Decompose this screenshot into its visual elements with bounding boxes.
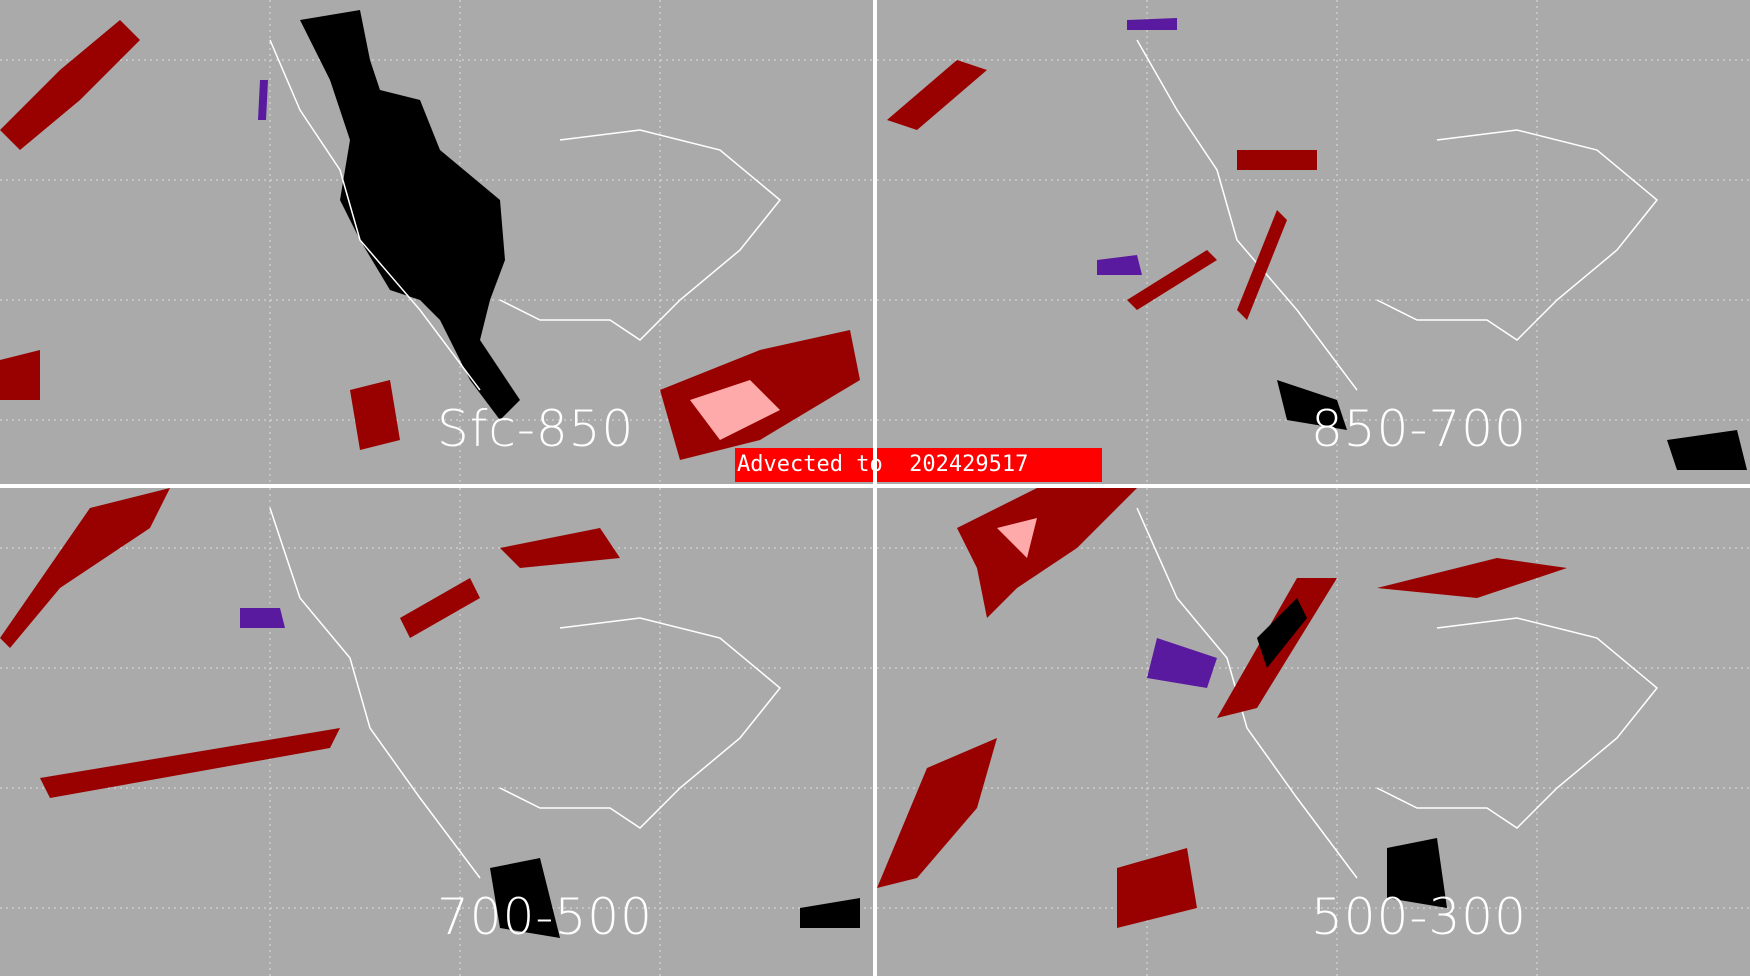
dark-red-region: [400, 578, 480, 638]
panel-label: 850-700: [1311, 400, 1527, 458]
purple-region: [1147, 638, 1217, 688]
map-850-700: [877, 0, 1750, 484]
pink-region: [997, 518, 1037, 558]
panel-sfc-850: Sfc-850: [0, 0, 873, 484]
black-region: [300, 10, 520, 420]
dark-red-region: [1237, 150, 1317, 170]
dark-red-region: [0, 20, 140, 150]
black-region: [1387, 838, 1447, 908]
purple-region: [240, 608, 285, 628]
black-region: [800, 898, 860, 928]
map-sfc-850: [0, 0, 873, 484]
dark-red-region: [500, 528, 620, 568]
vertical-divider: [873, 0, 877, 976]
panel-850-700: 850-700: [877, 0, 1750, 484]
coastline: [269, 39, 782, 391]
black-region: [1257, 598, 1307, 668]
map-700-500: [0, 488, 873, 976]
dark-red-region: [1237, 210, 1287, 320]
dark-red-region: [40, 728, 340, 798]
panel-700-500: 700-500: [0, 488, 873, 976]
coastline: [1136, 507, 1659, 879]
dark-red-region: [1127, 250, 1217, 310]
dark-red-region: [1117, 848, 1197, 928]
dark-red-region: [1377, 558, 1567, 598]
purple-region: [1097, 255, 1142, 275]
horizontal-divider: [0, 484, 1750, 488]
advected-banner: Advected to 202429517: [735, 448, 1102, 482]
panel-500-300: 500-300: [877, 488, 1750, 976]
dark-red-region: [0, 488, 170, 648]
panel-label: 700-500: [437, 888, 653, 946]
coastline: [269, 507, 782, 879]
purple-region: [258, 80, 268, 120]
dark-red-region: [877, 738, 997, 888]
grid-lines: [0, 488, 873, 976]
panel-label: Sfc-850: [437, 400, 635, 458]
map-500-300: [877, 488, 1750, 976]
black-region: [1277, 380, 1347, 430]
dark-red-region: [887, 60, 987, 130]
banner-text: Advected to 202429517: [737, 452, 1029, 477]
black-region: [1667, 430, 1747, 470]
coastline: [1136, 39, 1659, 391]
pink-region: [690, 380, 780, 440]
dark-red-region: [350, 380, 400, 450]
panel-label: 500-300: [1311, 888, 1527, 946]
purple-region: [1127, 18, 1177, 30]
dark-red-region: [0, 350, 40, 400]
black-region: [490, 858, 560, 938]
dark-red-region: [957, 488, 1137, 618]
